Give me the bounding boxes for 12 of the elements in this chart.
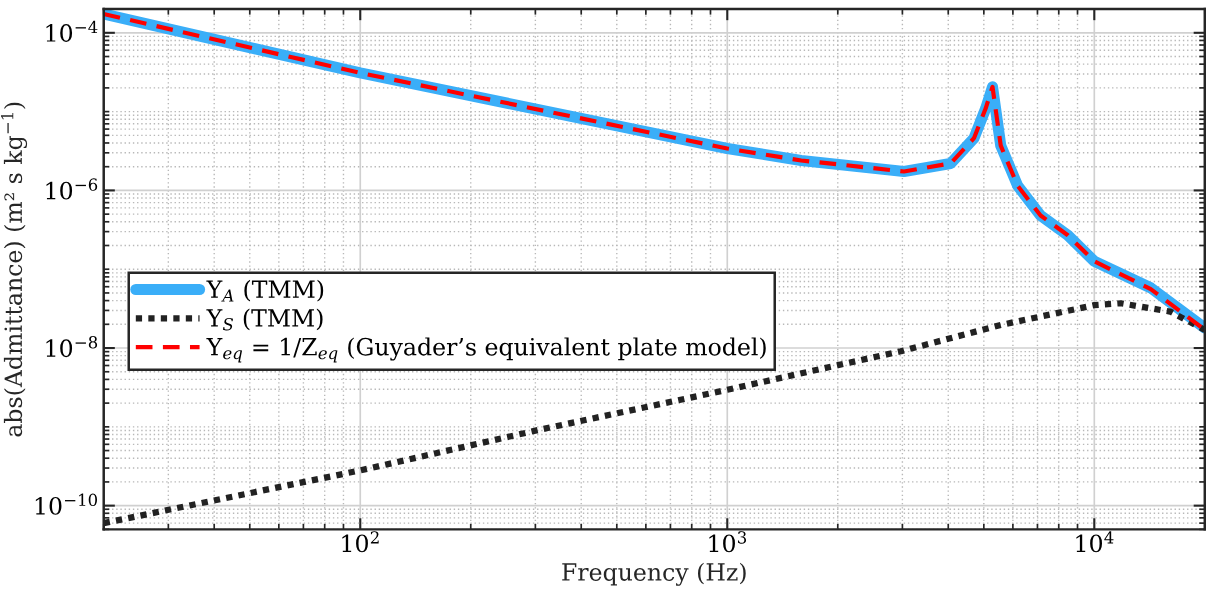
- y-tick-label: 10$^{−8}$: [46, 335, 98, 358]
- legend-label: Y$_{eq}$ = 1/Z$_{eq}$ (Guyader’s equivalent plate model): [206, 337, 766, 363]
- legend-label: Y$_{S}$ (TMM): [206, 308, 323, 331]
- x-tick-label: 10$^{2}$: [342, 531, 379, 553]
- x-tick-label: 10$^{3}$: [709, 531, 747, 553]
- y-tick-label: 10$^{−4}$: [46, 20, 98, 42]
- y-axis-title: abs(Admittance) (m² s kg$^{−1}$): [0, 102, 28, 437]
- y-tick-label: 10$^{−6}$: [46, 178, 98, 200]
- y-tick-label: 10$^{−10}$: [35, 493, 98, 515]
- x-axis-title: Frequency (Hz): [562, 562, 746, 586]
- x-tick-label: 10$^{4}$: [1076, 531, 1114, 553]
- legend-label: Y$_{A}$ (TMM): [206, 279, 324, 302]
